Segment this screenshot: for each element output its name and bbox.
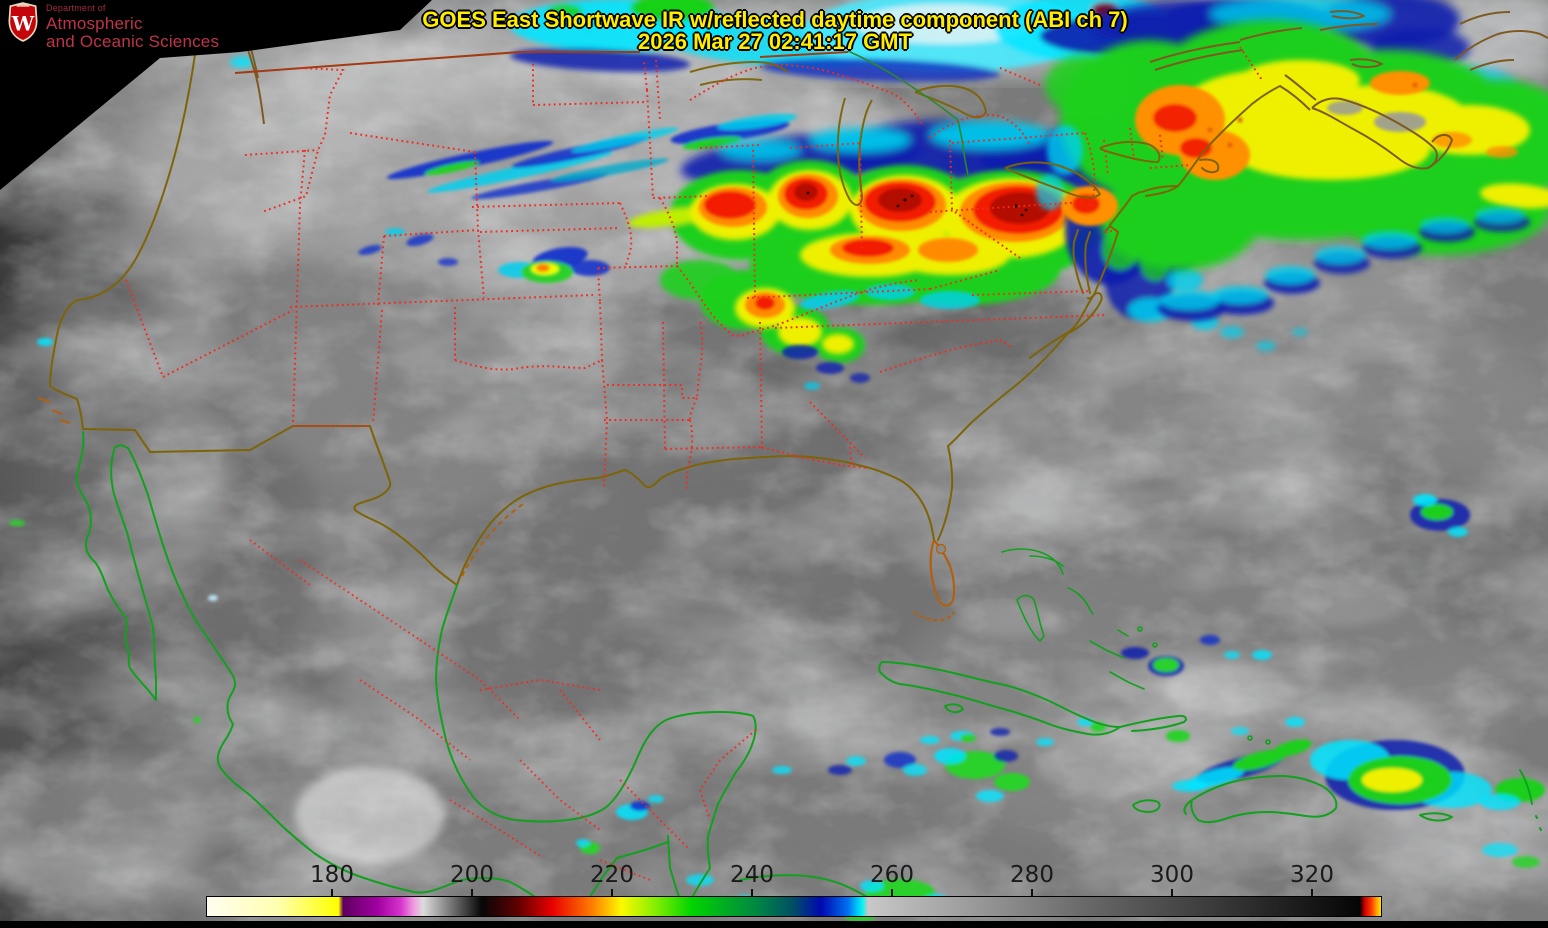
us-canada-border	[234, 51, 849, 74]
anticosti	[1329, 10, 1365, 20]
image-title-block: GOES East Shortwave IR w/reflected dayti…	[422, 9, 1127, 53]
colorbar-tick-label: 240	[730, 862, 774, 888]
newfoundland	[1454, 11, 1548, 71]
colorbar-tick-label: 300	[1150, 862, 1194, 888]
isle-of-youth	[944, 703, 964, 714]
delmarva-ocean-side	[1087, 231, 1119, 300]
logo-name-line1: Atmospheric	[46, 14, 143, 33]
colorbar-tick-mark	[471, 889, 473, 896]
colorbar-tick-mark	[611, 889, 613, 896]
colorbar-tick-label: 180	[310, 862, 354, 888]
baja-east-coast	[110, 446, 157, 701]
title-line: GOES East Shortwave IR w/reflected dayti…	[422, 7, 1128, 32]
plains-cell	[498, 247, 610, 283]
hispaniola	[1183, 775, 1338, 824]
logo-dept-line: Department of	[46, 3, 106, 13]
texas-barrier-islands	[461, 501, 527, 577]
colorbar-tick-label: 260	[870, 862, 914, 888]
border-through-lakes	[847, 50, 969, 176]
lake-huron	[914, 84, 987, 119]
cape-cod	[1199, 158, 1220, 174]
bahamas	[1001, 548, 1271, 745]
baja-west-coast	[75, 431, 157, 701]
chesapeake-west-shore	[1072, 229, 1084, 294]
colorbar-tick-mark	[1171, 889, 1173, 896]
warm-coast-accents	[37, 397, 956, 622]
cuba-north-coast	[881, 661, 1121, 728]
timestamp-line: 2026 Mar 27 02:41:17 GMT	[638, 29, 912, 54]
lesser-antilles	[1519, 769, 1542, 831]
colorbar-tick-mark	[751, 889, 753, 896]
lake-erie	[1004, 161, 1101, 199]
colorbar-tick-mark	[331, 889, 333, 896]
temperature-colorbar: 180 200 220 240 260 280 300 320	[206, 862, 1382, 918]
cuba-east	[1119, 714, 1187, 732]
cape-breton	[1427, 134, 1453, 169]
coastlines-us	[49, 47, 1281, 586]
colorbar-tick-mark	[1031, 889, 1033, 896]
rio-grande	[353, 425, 458, 586]
bottom-letterbox	[0, 921, 1548, 928]
pacific-coast	[49, 47, 197, 430]
prince-edward-island	[1349, 58, 1383, 68]
overshoot-specks	[806, 191, 1028, 217]
bay-of-fundy	[1279, 74, 1317, 111]
mexico-mainland-west	[127, 447, 536, 898]
logo-name-line2: and Oceanic Sciences	[46, 32, 220, 51]
crest-letter: W	[11, 11, 35, 35]
great-lakes	[689, 61, 1161, 206]
gulf-coast	[456, 455, 935, 586]
lake-ontario	[1099, 140, 1161, 163]
colorbar-tick-label: 200	[450, 862, 494, 888]
puerto-rico	[1419, 812, 1453, 822]
lake-okeechobee	[935, 543, 947, 555]
gaspe-coast	[1239, 23, 1379, 41]
uw-crest-icon: W	[8, 2, 38, 42]
colorbar-tick-label: 280	[1010, 862, 1054, 888]
jet-streaks	[358, 113, 797, 266]
uw-aos-logo: W Department of Atmospheric and Oceanic …	[0, 0, 460, 58]
colorbar-tick-mark	[891, 889, 893, 896]
northeast-mass	[1036, 0, 1548, 321]
colorbar-tick-mark	[1311, 889, 1313, 896]
caribbean-cells	[9, 338, 1545, 922]
colorbar-tick-label: 320	[1290, 862, 1334, 888]
florida-east-atlantic-coast	[937, 332, 1069, 541]
south-florida	[929, 539, 956, 607]
channel-islands	[37, 397, 71, 424]
jamaica	[1132, 799, 1161, 813]
us-mexico-border-west	[82, 425, 371, 453]
maritimes-coast	[237, 10, 1548, 170]
colorbar-tick-label: 220	[590, 862, 634, 888]
nj-ny-coast	[1109, 191, 1141, 226]
logo-text: Department of Atmospheric and Oceanic Sc…	[46, 3, 220, 51]
st-lawrence	[1149, 41, 1244, 71]
chesapeake-east-shore	[1084, 231, 1091, 294]
no-data-wedge	[0, 0, 432, 190]
new-england-coast	[1177, 85, 1281, 187]
mexico-state-borders	[249, 539, 757, 916]
lake-superior	[689, 61, 789, 86]
main-storm-cluster	[628, 120, 1140, 390]
florida-keys	[913, 611, 955, 622]
cuba-south-coast	[878, 661, 1121, 736]
colorbar-gradient	[206, 896, 1382, 917]
nova-scotia	[1311, 97, 1438, 170]
state-borders	[125, 46, 1263, 491]
lake-michigan	[836, 97, 873, 206]
colorado-delta	[114, 444, 129, 449]
enhancement-overlay	[9, 0, 1548, 922]
